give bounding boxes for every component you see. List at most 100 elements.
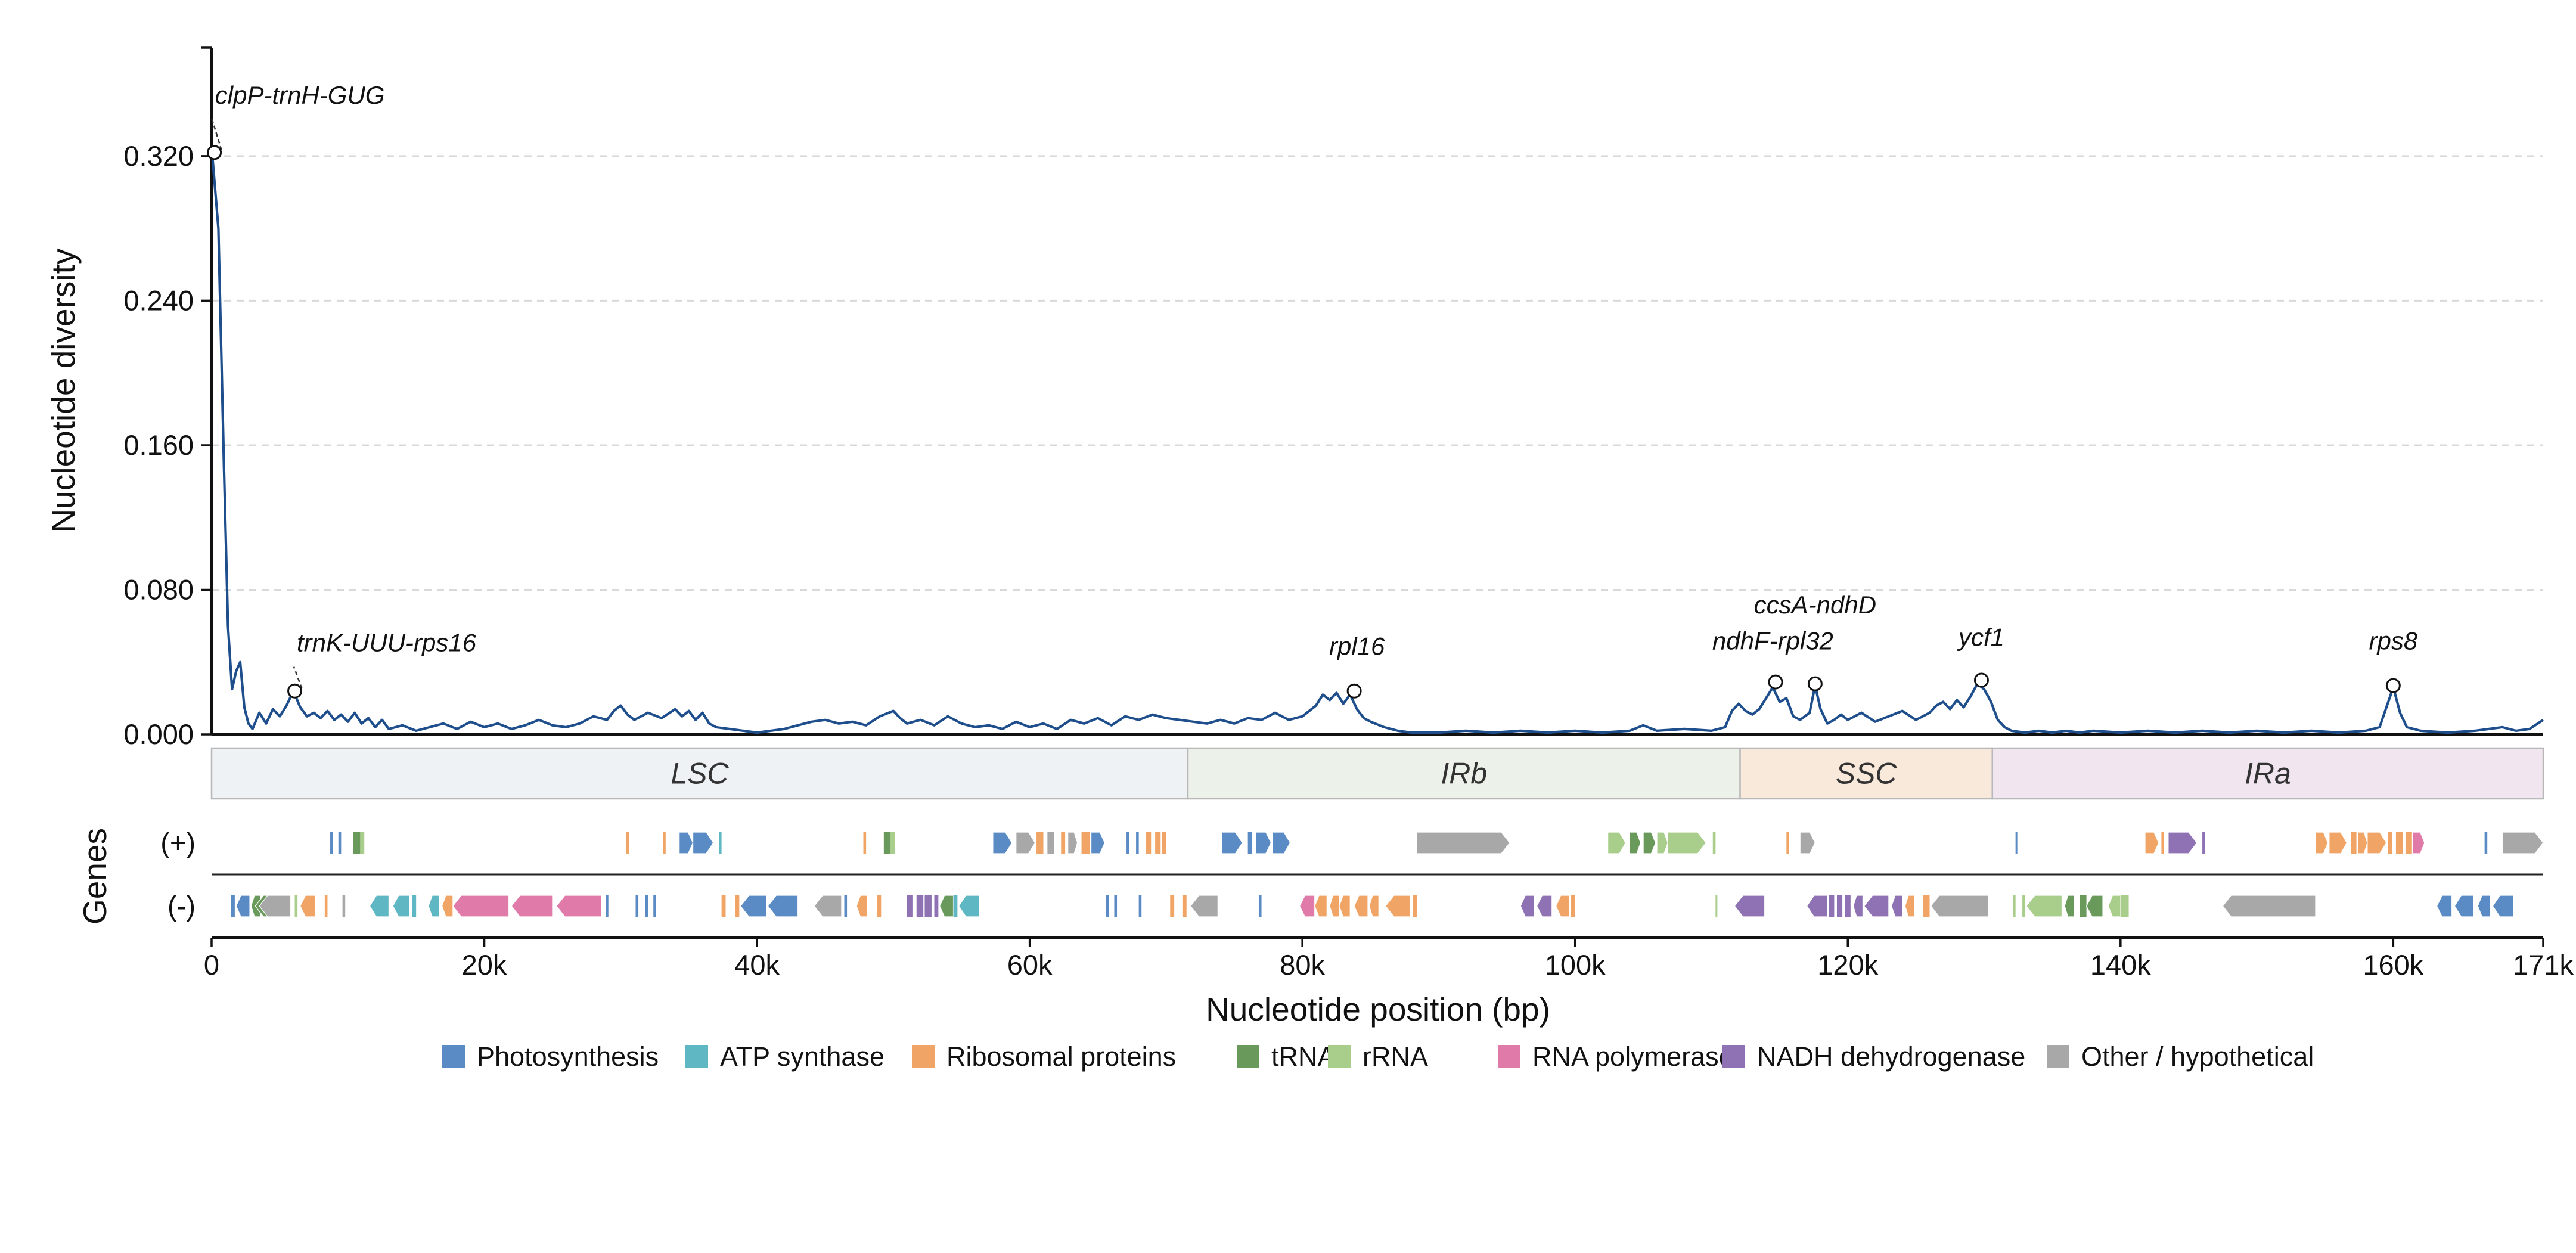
peak-label: ycf1 — [1957, 623, 2004, 651]
peak-label: rpl16 — [1329, 632, 1385, 660]
peak-marker — [207, 145, 222, 160]
gene-block — [1136, 832, 1139, 854]
region-lsc — [210, 747, 1189, 800]
gene-arrow — [511, 895, 553, 917]
gene-block — [1170, 895, 1175, 917]
gene-arrow — [692, 832, 714, 854]
gene-block — [353, 832, 361, 854]
peak-marker — [1768, 674, 1783, 690]
gene-arrow — [1314, 895, 1327, 917]
gene-block — [2120, 895, 2129, 917]
legend-swatch — [1498, 1045, 1520, 1068]
region-label: IRb — [1441, 757, 1487, 790]
gene-arrow — [740, 895, 767, 917]
gene-arrow — [259, 895, 291, 917]
gene-arrow — [1556, 895, 1571, 917]
gene-arrow — [1339, 895, 1351, 917]
gene-block — [2351, 832, 2357, 854]
peak-label: trnK-UUU-rps16 — [297, 629, 477, 657]
gene-block — [1061, 832, 1066, 854]
gene-arrow — [2367, 832, 2387, 854]
legend-label: ATP synthase — [720, 1041, 884, 1072]
grid-lines — [212, 155, 2543, 591]
gene-arrow — [814, 895, 842, 917]
gene-arrow — [369, 895, 390, 917]
gene-block — [324, 895, 328, 917]
legend-label: Photosynthesis — [477, 1041, 659, 1072]
gene-arrow — [1863, 895, 1889, 917]
gene-arrow — [1656, 832, 1668, 854]
gene-arrow — [2501, 832, 2544, 854]
gene-arrow — [679, 832, 694, 854]
gene-arrow — [2329, 832, 2348, 854]
legend-swatch — [442, 1045, 465, 1068]
gene-arrow — [2492, 895, 2514, 917]
region-ira — [1991, 747, 2544, 800]
gene-arrow — [1536, 895, 1553, 917]
region-ssc — [1739, 747, 1994, 800]
gene-block — [635, 895, 639, 917]
gene-block — [294, 895, 298, 917]
x-tick-label: 80k — [1280, 949, 1325, 981]
gene-block — [2080, 895, 2087, 917]
gene-block — [412, 895, 417, 917]
gene-block — [924, 895, 932, 917]
legend-swatch — [1237, 1045, 1259, 1068]
gene-block — [1138, 895, 1142, 917]
peak-marker — [2385, 678, 2401, 693]
gene-block — [1836, 895, 1843, 917]
gene-arrow — [428, 895, 440, 917]
legend-label: Other / hypothetical — [2081, 1041, 2314, 1072]
gene-block — [330, 832, 333, 854]
gene-arrow — [1799, 832, 1816, 854]
gene-block — [735, 895, 740, 917]
gene-block — [934, 895, 939, 917]
gene-block — [1712, 832, 1716, 854]
region-label: IRa — [2245, 757, 2291, 790]
gene-block — [2484, 832, 2488, 854]
gene-block — [1146, 832, 1152, 854]
gene-arrow — [300, 895, 316, 917]
gene-arrow — [1016, 832, 1036, 854]
gene-arrow — [441, 895, 454, 917]
peak-marker — [1346, 683, 1362, 699]
x-tick-label: 160k — [2363, 949, 2423, 981]
y-axis-title: Nucleotide diversity — [45, 248, 82, 532]
gene-block — [1106, 895, 1109, 917]
gene-arrow — [1221, 832, 1243, 854]
gene-block — [844, 895, 848, 917]
gene-arrow — [1354, 895, 1368, 917]
diversity-series-line — [210, 147, 2544, 734]
gene-block — [606, 895, 609, 917]
gene-block — [890, 832, 895, 854]
x-tick-label: 0 — [204, 949, 219, 981]
gene-arrow — [2168, 832, 2198, 854]
gene-arrow — [1368, 895, 1379, 917]
gene-block — [2161, 832, 2165, 854]
gene-block — [1047, 832, 1054, 854]
peak-marker — [1973, 672, 1989, 688]
gene-arrow — [992, 832, 1013, 854]
y-tick-label: 0.320 — [123, 140, 194, 172]
gene-arrow — [1607, 832, 1627, 854]
gene-arrow — [1067, 832, 1078, 854]
gene-arrow — [1904, 895, 1915, 917]
x-tick-label: 60k — [1007, 949, 1053, 981]
gene-arrow — [2436, 895, 2453, 917]
gene-block — [953, 895, 958, 917]
region-irb — [1187, 747, 1741, 800]
gene-block — [877, 895, 882, 917]
gene-block — [653, 895, 656, 917]
gene-block — [883, 832, 891, 854]
gene-arrow — [1734, 895, 1765, 917]
gene-block — [1845, 895, 1851, 917]
gene-block — [663, 832, 666, 854]
gene-block — [2388, 832, 2392, 854]
gene-arrow — [2357, 832, 2368, 854]
region-label: SSC — [1836, 757, 1898, 790]
gene-arrow — [2411, 832, 2425, 854]
gene-block — [1571, 895, 1575, 917]
axes: 0.000 0.080 0.160 0.240 0.320 0 20k 40k 60k 80k 10… — [123, 46, 2574, 981]
gene-block — [1247, 832, 1252, 854]
